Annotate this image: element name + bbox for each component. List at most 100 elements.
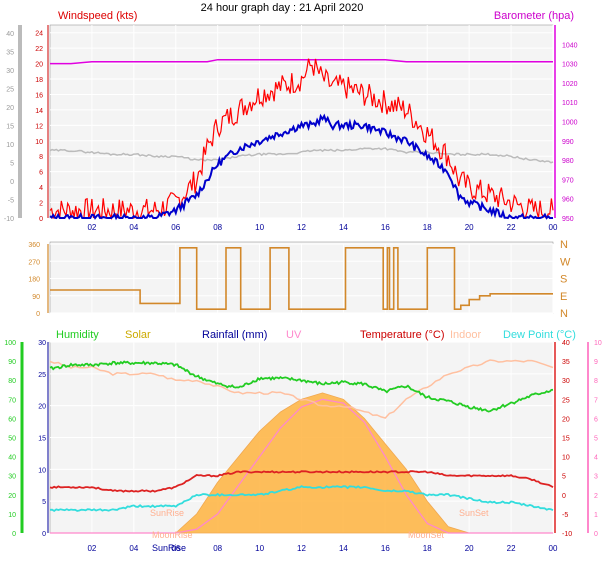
outer-temp-tick: 10	[6, 142, 14, 149]
baro-y-tick: 1000	[562, 120, 578, 127]
outer-temp-tick: -5	[8, 198, 14, 205]
dir-y-tick: 270	[28, 259, 40, 266]
baro-y-tick: 1030	[562, 62, 578, 69]
compass-tick: N	[560, 308, 568, 320]
rain-y-tick: 10	[38, 467, 46, 474]
baro-y-tick: 970	[562, 177, 574, 184]
indoor-series	[49, 359, 554, 419]
baro-y-tick: 1040	[562, 42, 578, 49]
temp-y-tick: 0	[562, 493, 566, 500]
page-title: 24 hour graph day : 21 April 2020	[201, 2, 364, 14]
wind-y-tick: 22	[35, 46, 43, 53]
legend-item: Rainfall (mm)	[202, 329, 267, 341]
temp-y-tick: 20	[562, 416, 570, 423]
sunset-label: SunSet	[459, 508, 489, 518]
uv-y-tick: 3	[594, 474, 598, 481]
wind-y-tick: 18	[35, 77, 43, 84]
humidity-y-tick: 30	[8, 474, 16, 481]
temp-x-tick: 22	[507, 544, 516, 553]
legend-item: Temperature (°C)	[360, 329, 444, 341]
humidity-y-tick: 60	[8, 416, 16, 423]
outer-temp-tick: 20	[6, 105, 14, 112]
humidity-series	[49, 360, 554, 413]
legend-item: Solar	[125, 329, 151, 341]
uv-y-tick: 6	[594, 416, 598, 423]
humidity-y-tick: 80	[8, 378, 16, 385]
rain-y-tick: 0	[42, 531, 46, 538]
humidity-y-tick: 100	[4, 340, 16, 347]
legend-item: Humidity	[56, 329, 99, 341]
compass-tick: S	[560, 274, 567, 286]
compass-tick: E	[560, 291, 567, 303]
legend-item: UV	[286, 329, 302, 341]
baro-y-tick: 980	[562, 158, 574, 165]
wind-y-tick: 2	[39, 201, 43, 208]
rain-y-tick: 15	[38, 436, 46, 443]
wind-x-tick: 06	[171, 223, 180, 232]
rain-y-tick: 25	[38, 372, 46, 379]
dewpoint-series	[49, 485, 554, 512]
uv-y-tick: 0	[594, 531, 598, 538]
wind-x-tick: 20	[465, 223, 474, 232]
uv-y-tick: 5	[594, 436, 598, 443]
wind-x-tick: 12	[297, 223, 306, 232]
dir-y-tick: 360	[28, 242, 40, 249]
rain-y-tick: 5	[42, 499, 46, 506]
secondary-grey-series	[49, 147, 554, 164]
uv-y-tick: 9	[594, 359, 598, 366]
outer-temp-tick: 5	[10, 161, 14, 168]
dir-y-tick: 90	[32, 294, 40, 301]
humidity-y-tick: 90	[8, 359, 16, 366]
uv-y-tick: 7	[594, 397, 598, 404]
temperature-series	[49, 470, 554, 493]
baro-y-tick: 950	[562, 216, 574, 223]
rain-y-tick: 30	[38, 340, 46, 347]
temp-x-tick: 08	[213, 544, 222, 553]
temp-x-tick: 04	[129, 544, 138, 553]
baro-y-tick: 960	[562, 197, 574, 204]
temp-y-tick: -10	[562, 531, 572, 538]
outer-temp-tick: 40	[6, 31, 14, 38]
dir-y-tick: 180	[28, 277, 40, 284]
temp-x-tick: 10	[255, 544, 264, 553]
uv-y-tick: 2	[594, 493, 598, 500]
baro-y-tick: 1010	[562, 100, 578, 107]
humidity-y-tick: 40	[8, 455, 16, 462]
uv-y-tick: 8	[594, 378, 598, 385]
uv-y-tick: 1	[594, 512, 598, 519]
humidity-y-tick: 10	[8, 512, 16, 519]
wind-y-tick: 8	[39, 154, 43, 161]
uv-y-tick: 10	[594, 340, 602, 347]
wind-x-tick: 00	[549, 223, 558, 232]
windspeed-label: Windspeed (kts)	[58, 10, 137, 22]
humidity-y-tick: 20	[8, 493, 16, 500]
baro-y-tick: 990	[562, 139, 574, 146]
rain-y-tick: 20	[38, 404, 46, 411]
temp-y-tick: 35	[562, 359, 570, 366]
wind-x-tick: 08	[213, 223, 222, 232]
wind-y-tick: 16	[35, 92, 43, 99]
wind-y-tick: 4	[39, 185, 43, 192]
temp-x-tick: 12	[297, 544, 306, 553]
legend-item: Dew Point (°C)	[503, 329, 576, 341]
temp-x-tick: 14	[339, 544, 348, 553]
temp-x-tick: 00	[549, 544, 558, 553]
temp-y-tick: 10	[562, 455, 570, 462]
outer-temp-tick: 35	[6, 50, 14, 57]
wind-y-tick: 0	[39, 216, 43, 223]
temp-x-tick: 02	[87, 544, 96, 553]
humidity-y-tick: 50	[8, 436, 16, 443]
outer-temp-tick: -10	[4, 216, 14, 223]
outer-temp-tick: 15	[6, 124, 14, 131]
dir-y-tick: 0	[36, 311, 40, 318]
wind-y-tick: 6	[39, 170, 43, 177]
temp-x-tick: 18	[423, 544, 432, 553]
wind-x-tick: 16	[381, 223, 390, 232]
barometer-series	[50, 58, 553, 65]
compass-tick: N	[560, 239, 568, 251]
sunrise-label: SunRise	[150, 508, 184, 518]
wind-y-tick: 24	[35, 31, 43, 38]
temp-y-tick: -5	[562, 512, 568, 519]
